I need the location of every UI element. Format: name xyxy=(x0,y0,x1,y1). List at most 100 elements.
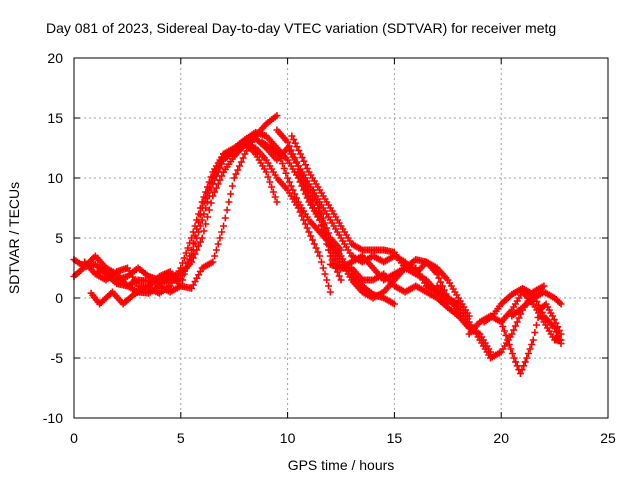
data-point xyxy=(204,183,211,191)
data-point xyxy=(236,162,244,170)
data-point xyxy=(296,150,304,158)
data-point xyxy=(335,272,343,280)
data-point xyxy=(512,358,520,366)
data-point xyxy=(337,276,345,284)
data-point xyxy=(228,182,236,190)
data-point xyxy=(186,239,194,247)
data-point xyxy=(205,206,213,214)
data-point xyxy=(202,188,210,196)
y-axis: -10 -5 0 5 10 15 20 xyxy=(43,50,608,426)
data-point xyxy=(198,234,206,242)
data-point xyxy=(262,168,270,176)
x-tick-label: 5 xyxy=(177,430,185,446)
data-point xyxy=(239,154,247,162)
data-point xyxy=(195,242,203,250)
data-point xyxy=(290,136,298,144)
data-point xyxy=(510,354,518,362)
data-point xyxy=(526,345,534,353)
data-point xyxy=(273,198,281,206)
y-tick-label: 5 xyxy=(55,230,63,246)
data-point xyxy=(180,254,188,262)
data-point xyxy=(284,174,292,182)
data-point xyxy=(291,190,299,198)
data-point xyxy=(207,173,215,181)
data-point xyxy=(298,212,306,220)
data-point xyxy=(293,194,300,202)
data-point xyxy=(196,204,204,212)
y-tick-label: 10 xyxy=(47,170,63,186)
data-point xyxy=(296,208,304,216)
data-point xyxy=(536,305,544,313)
data-point xyxy=(284,138,292,146)
data-point xyxy=(277,155,285,163)
data-point xyxy=(319,221,327,229)
data-point xyxy=(293,158,300,166)
data-point xyxy=(218,172,226,180)
data-point xyxy=(533,298,541,306)
x-tick-label: 15 xyxy=(387,430,403,446)
data-point xyxy=(321,226,329,234)
data-point xyxy=(266,178,274,186)
data-point xyxy=(301,220,309,228)
data-point xyxy=(303,164,311,172)
y-tick-label: -5 xyxy=(51,350,64,366)
data-point xyxy=(230,174,238,182)
data-point xyxy=(211,188,219,196)
data-point xyxy=(298,154,306,162)
data-point xyxy=(187,234,195,242)
data-point xyxy=(209,192,217,200)
data-point xyxy=(531,329,539,336)
data-point xyxy=(209,258,217,266)
data-point xyxy=(287,146,295,154)
data-point xyxy=(528,341,536,348)
x-tick-label: 10 xyxy=(280,430,296,446)
data-point xyxy=(531,294,539,302)
data-point xyxy=(554,332,562,340)
data-point xyxy=(198,198,206,206)
data-point xyxy=(289,186,297,194)
data-point xyxy=(302,161,310,169)
data-point xyxy=(314,248,322,256)
data-point xyxy=(524,350,532,357)
data-point xyxy=(437,278,445,286)
y-tick-label: 20 xyxy=(47,50,63,66)
data-point xyxy=(502,332,510,339)
y-tick-label: -10 xyxy=(43,410,63,426)
data-point xyxy=(500,327,508,335)
data-point xyxy=(291,154,299,162)
x-axis: 0 5 10 15 20 25 xyxy=(70,58,616,446)
data-point xyxy=(193,216,201,224)
data-point xyxy=(323,230,331,238)
data-point xyxy=(223,206,231,214)
data-point xyxy=(540,282,548,290)
y-tick-label: 15 xyxy=(47,110,63,126)
data-point xyxy=(212,246,220,254)
data-point xyxy=(316,252,324,260)
x-axis-label: GPS time / hours xyxy=(288,457,395,473)
data-point xyxy=(307,232,315,240)
data-point xyxy=(317,209,325,217)
data-point xyxy=(529,290,537,298)
data-point xyxy=(275,150,283,158)
data-point xyxy=(310,240,318,248)
data-point xyxy=(433,270,441,278)
data-point xyxy=(204,213,211,221)
data-point xyxy=(216,234,224,242)
data-point xyxy=(234,166,242,174)
data-point xyxy=(390,300,398,308)
data-point xyxy=(313,198,321,206)
data-point xyxy=(529,336,537,344)
data-point xyxy=(521,358,529,366)
data-point xyxy=(191,250,199,258)
data-point xyxy=(305,192,313,200)
data-point xyxy=(264,173,272,181)
data-point xyxy=(314,204,322,212)
data-point xyxy=(200,193,208,201)
data-point xyxy=(516,370,524,378)
data-point xyxy=(497,318,505,326)
x-tick-label: 0 xyxy=(70,430,78,446)
data-point xyxy=(232,170,240,178)
data-point xyxy=(287,182,295,190)
data-point xyxy=(291,139,299,147)
